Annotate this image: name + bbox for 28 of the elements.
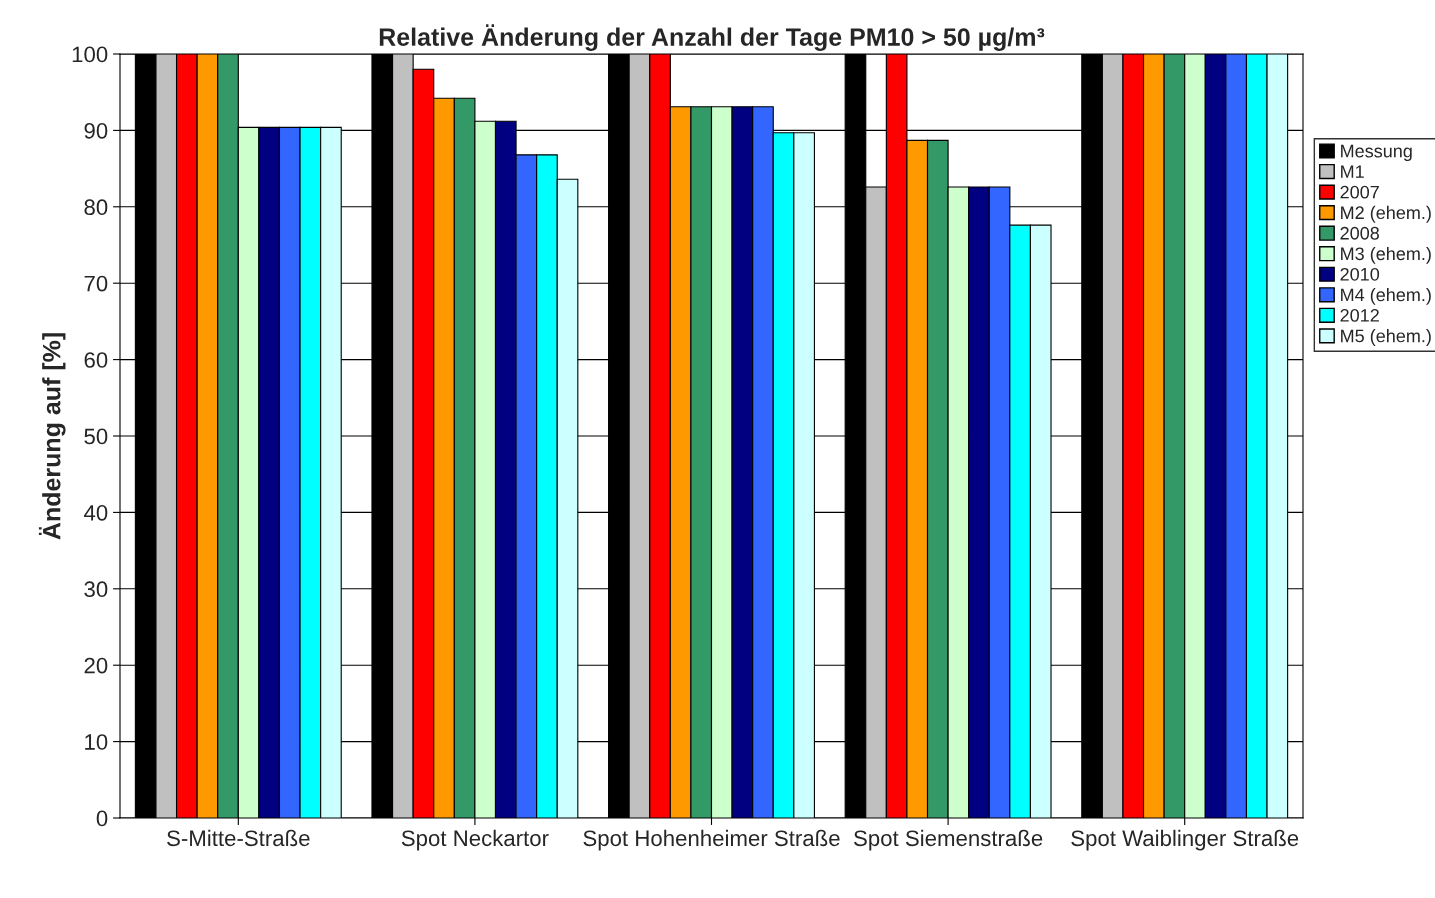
y-tick-label: 40 xyxy=(83,504,108,521)
y-tick-label: 10 xyxy=(85,734,108,750)
chart-title: Relative Änderung der Anzahl der Tage PM10 > 50 µg/m³ xyxy=(379,24,1045,51)
legend-label: M3 (ehem.) xyxy=(1341,246,1431,264)
legend-label: 2007 xyxy=(1340,185,1379,199)
legend-label: M4 (ehem.) xyxy=(1341,287,1431,305)
legend-label: 2010 xyxy=(1340,267,1380,281)
x-tick-label: S-Mitte-Straße xyxy=(167,829,310,847)
x-tick-label: Spot Waiblinger Straße xyxy=(1071,829,1299,851)
legend-label: Messung xyxy=(1341,144,1412,162)
legend-label: M1 xyxy=(1341,165,1364,178)
y-tick-label: 50 xyxy=(84,428,108,445)
y-tick-label: 90 xyxy=(84,122,108,139)
x-tick-label: Spot Siemenstraße xyxy=(854,829,1043,851)
y-tick-label: 30 xyxy=(84,581,108,598)
y-tick-label: 20 xyxy=(84,657,108,674)
y-tick-label: 80 xyxy=(84,199,108,216)
legend-label: 2008 xyxy=(1340,226,1379,240)
legend-label: M2 (ehem.) xyxy=(1341,205,1431,223)
x-tick-label: Spot Hohenheimer Straße xyxy=(583,829,840,851)
legend-label: M5 (ehem.) xyxy=(1341,329,1431,346)
y-tick-label: 0 xyxy=(96,810,108,827)
legend-label: 2012 xyxy=(1340,308,1379,322)
x-tick-label: Spot Neckartor xyxy=(401,829,549,851)
y-tick-label: 60 xyxy=(84,352,108,368)
y-tick-label: 100 xyxy=(72,46,108,63)
y-axis-title: Änderung auf [%] xyxy=(38,333,66,540)
y-tick-label: 70 xyxy=(84,275,108,292)
